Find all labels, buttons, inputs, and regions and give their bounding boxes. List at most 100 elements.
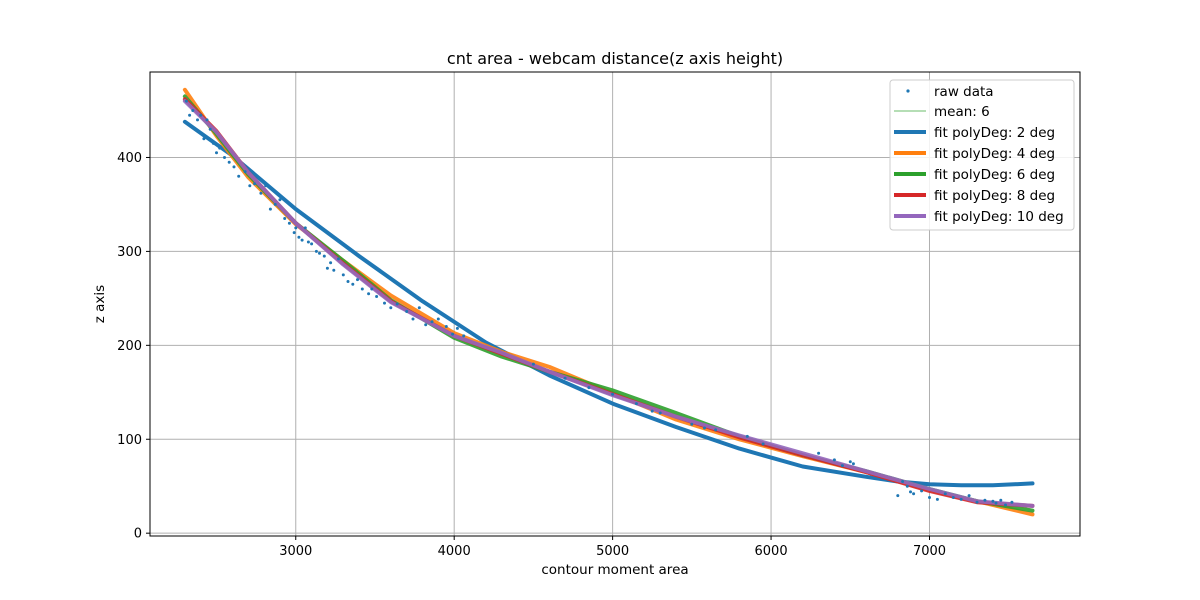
raw-data-point: [909, 490, 912, 494]
series-layer: [182, 87, 1035, 517]
raw-data-points: [184, 99, 1014, 507]
raw-data-point: [211, 141, 215, 145]
raw-data-point: [223, 156, 226, 159]
raw-data-point: [188, 113, 192, 117]
raw-data-point: [356, 278, 359, 282]
raw-data-point: [332, 268, 336, 272]
raw-data-point: [424, 323, 428, 327]
raw-data-point: [306, 240, 310, 244]
x-tick-label: 6000: [755, 544, 788, 559]
raw-data-point: [991, 499, 995, 503]
raw-data-point: [658, 411, 662, 415]
raw-data-point: [283, 217, 287, 220]
raw-data-point: [292, 231, 296, 235]
raw-data-point: [259, 191, 263, 195]
raw-data-point: [1010, 500, 1014, 504]
raw-data-point: [208, 127, 212, 131]
raw-data-point: [264, 184, 268, 188]
raw-data-point: [832, 458, 836, 462]
raw-data-point: [360, 287, 364, 291]
raw-data-point: [287, 221, 291, 225]
fit-line-series-5: [182, 99, 1035, 508]
x-axis-label: contour moment area: [541, 562, 688, 578]
raw-data-point: [634, 402, 638, 406]
raw-data-point: [205, 118, 209, 122]
raw-data-point: [322, 254, 326, 258]
raw-data-point: [300, 238, 304, 242]
raw-data-point: [983, 498, 987, 502]
raw-data-point: [531, 362, 535, 366]
raw-data-point: [444, 325, 448, 328]
axis-ticks: 3000 4000 5000 6000 7000 0 100 200 300 400: [117, 151, 946, 559]
raw-data-point: [215, 151, 218, 155]
raw-data-point: [314, 249, 318, 253]
raw-data-point: [329, 261, 333, 265]
raw-data-point: [243, 170, 247, 174]
raw-data-point: [351, 282, 355, 286]
raw-data-point: [417, 306, 421, 310]
raw-data-point: [375, 295, 379, 298]
raw-data-point: [248, 184, 252, 188]
raw-data-point: [455, 326, 459, 330]
raw-data-point: [367, 292, 371, 296]
y-tick-label: 0: [134, 527, 142, 542]
raw-data-point: [912, 492, 916, 496]
raw-data-point: [318, 251, 321, 255]
raw-data-point: [851, 462, 855, 466]
raw-data-point: [237, 174, 241, 178]
raw-data-point: [337, 257, 340, 261]
raw-data-point: [310, 242, 314, 246]
legend-marker-raw-data: [906, 89, 910, 93]
raw-data-point: [935, 497, 939, 501]
raw-data-point: [967, 494, 971, 498]
x-tick-label: 5000: [596, 544, 629, 559]
raw-data-point: [199, 113, 203, 117]
legend-label-fit-10: fit polyDeg: 10 deg: [934, 209, 1064, 225]
raw-data-point: [389, 306, 393, 310]
raw-data-point: [227, 160, 231, 164]
raw-data-point: [436, 317, 440, 321]
raw-data-point: [294, 226, 298, 230]
raw-data-point: [905, 484, 909, 488]
raw-data-point: [761, 442, 765, 446]
legend: raw data mean: 6 fit polyDeg: 2 deg fit …: [889, 79, 1075, 231]
x-tick-label: 4000: [438, 544, 471, 559]
raw-data-point: [650, 409, 654, 413]
raw-data-point: [951, 496, 955, 499]
fit-line-series-1: [182, 119, 1035, 488]
x-tick-label: 7000: [913, 544, 946, 559]
raw-data-point: [928, 496, 931, 499]
raw-data-point: [202, 137, 206, 141]
legend-label-fit-2: fit polyDeg: 2 deg: [934, 125, 1055, 141]
raw-data-point: [218, 146, 222, 150]
raw-data-point: [395, 302, 399, 306]
y-tick-label: 200: [117, 339, 142, 354]
legend-box: [889, 79, 1075, 231]
y-tick-label: 100: [117, 433, 142, 448]
raw-data-point: [297, 235, 301, 239]
raw-data-point: [943, 492, 947, 496]
raw-data-point: [451, 332, 455, 336]
y-tick-label: 400: [117, 151, 142, 166]
raw-data-point: [959, 497, 963, 501]
raw-data-point: [703, 426, 706, 430]
legend-label-raw-data: raw data: [934, 84, 994, 100]
raw-data-point: [370, 287, 374, 291]
legend-label-fit-8: fit polyDeg: 8 deg: [934, 188, 1055, 204]
legend-label-mean: mean: 6: [934, 104, 990, 120]
raw-data-point: [920, 489, 924, 493]
raw-data-point: [901, 480, 905, 483]
raw-data-point: [273, 202, 277, 206]
raw-data-point: [253, 182, 257, 186]
chart-title: cnt area - webcam distance(z axis height…: [447, 49, 783, 68]
raw-data-point: [690, 422, 694, 426]
raw-data-point: [1004, 503, 1007, 507]
raw-data-point: [896, 494, 900, 498]
x-tick-label: 3000: [279, 544, 312, 559]
raw-data-point: [325, 266, 329, 270]
raw-data-point: [999, 498, 1003, 502]
raw-data-point: [268, 207, 272, 211]
raw-data-point: [430, 320, 434, 324]
raw-data-point: [714, 428, 718, 432]
